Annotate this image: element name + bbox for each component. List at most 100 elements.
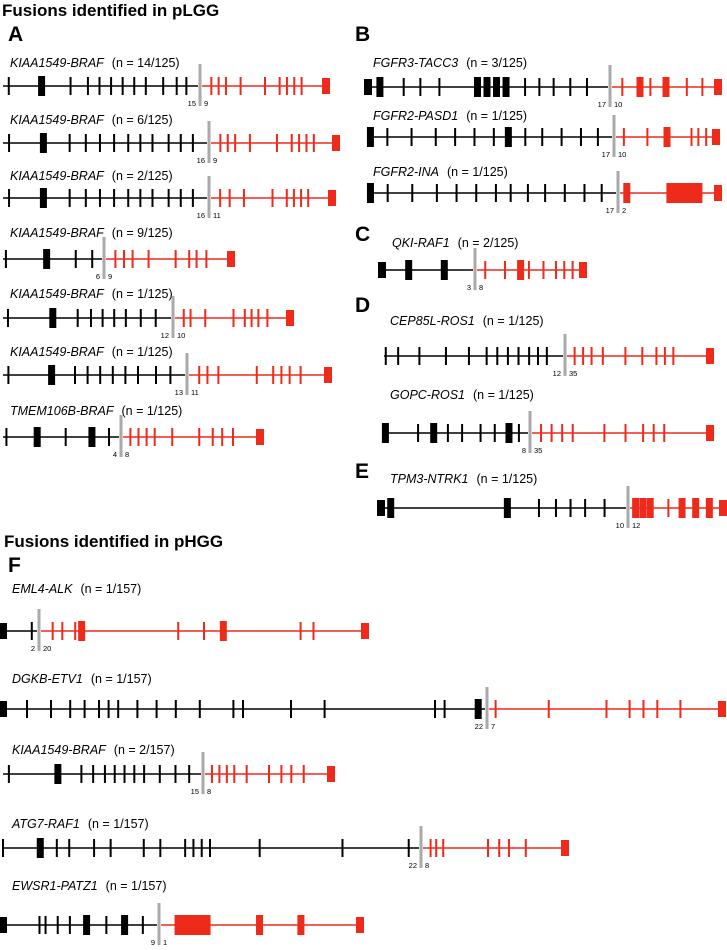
gene5-exon xyxy=(74,366,76,384)
breakpoint-exon-5prime: 17 xyxy=(606,206,614,215)
fusion-b2: FGFR2-PASD1 (n = 1/125) 17 10 xyxy=(366,109,720,159)
gene5-exon xyxy=(435,184,438,202)
gene3-wide-exon xyxy=(639,498,647,518)
gene5-exon xyxy=(162,77,165,95)
gene3-utr-exon xyxy=(332,135,340,151)
fusion-c1: QKI-RAF1 (n = 2/125) 3 8 xyxy=(378,236,587,292)
gene5-exon xyxy=(86,77,89,95)
gene3-exon xyxy=(299,366,302,384)
gene3-exon xyxy=(242,189,245,207)
gene5-exon xyxy=(44,916,47,934)
gene5-exon xyxy=(91,250,94,268)
gene3-exon xyxy=(542,261,545,279)
gene5-exon xyxy=(144,77,147,95)
gene3-exon xyxy=(312,134,315,152)
fusion-gene-names: CEP85L-ROS1 xyxy=(390,314,475,328)
breakpoint-bar xyxy=(185,353,189,395)
gene5-exon xyxy=(69,77,72,95)
gene5-exon xyxy=(397,347,400,365)
gene5-exon xyxy=(69,700,72,718)
gene3-exon xyxy=(137,428,140,446)
fusion-d2: GOPC-ROS1 (n = 1/125) 8 35 xyxy=(381,388,714,455)
breakpoint-exon-3prime: 10 xyxy=(618,150,626,159)
gene3-exon xyxy=(243,309,246,327)
gene5-exon xyxy=(98,77,101,95)
gene3-exon xyxy=(234,134,237,152)
gene3-exon xyxy=(221,428,224,446)
gene5-exon xyxy=(583,184,586,202)
gene5-exon xyxy=(386,128,389,146)
gene3-wide-exon xyxy=(663,127,671,147)
fusion-a5: KIAA1549-BRAF (n = 1/125) 12 10 xyxy=(3,287,294,340)
gene3-exon xyxy=(298,134,301,152)
gene3-exon xyxy=(663,347,666,365)
gene3-exon xyxy=(642,700,645,718)
gene5-exon xyxy=(192,839,195,857)
gene3-exon xyxy=(145,428,148,446)
fusion-gene-names: KIAA1549-BRAF xyxy=(10,287,105,301)
gene5-wide-exon xyxy=(474,699,482,719)
gene5-exon xyxy=(290,700,292,718)
gene3-wide-exon xyxy=(636,77,644,97)
breakpoint-exon-5prime: 22 xyxy=(409,861,417,870)
gene5-exon xyxy=(545,347,548,365)
gene5-exon xyxy=(492,128,495,146)
gene3-exon xyxy=(268,765,270,783)
gene3-exon xyxy=(524,839,527,857)
gene3-wide-exon xyxy=(705,498,713,518)
gene5-wide-exon xyxy=(43,249,51,269)
breakpoint-bar xyxy=(37,609,41,651)
gene5-exon xyxy=(528,347,531,365)
breakpoint-bar xyxy=(473,248,477,290)
gene3-exon xyxy=(550,424,553,442)
gene5-utr-exon xyxy=(377,500,385,516)
gene3-exon xyxy=(302,765,305,783)
gene3-exon xyxy=(305,134,308,152)
fusion-gene-names: TPM3-NTRK1 xyxy=(390,472,468,486)
gene3-exon xyxy=(299,622,302,640)
gene3-exon xyxy=(582,347,585,365)
gene3-wide-exon xyxy=(256,915,264,935)
gene3-exon xyxy=(540,424,543,442)
fusion-count: (n = 2/125) xyxy=(112,169,173,183)
gene5-wide-exon xyxy=(54,764,62,784)
gene5-exon xyxy=(569,78,572,96)
gene5-exon xyxy=(386,184,389,202)
gene5-wide-exon xyxy=(502,77,510,97)
gene3-exon xyxy=(571,424,574,442)
breakpoint-exon-5prime: 8 xyxy=(522,446,526,455)
fusion-gene-names: KIAA1549-BRAF xyxy=(10,226,105,240)
gene3-exon xyxy=(182,309,185,327)
gene3-exon xyxy=(195,250,198,268)
gene5-exon xyxy=(418,347,421,365)
fusion-gene-names: GOPC-ROS1 xyxy=(390,388,465,402)
gene5-exon xyxy=(242,700,244,718)
gene3-exon xyxy=(211,428,214,446)
gene5-exon xyxy=(142,839,145,857)
gene5-exon xyxy=(384,347,387,365)
gene5-exon xyxy=(99,366,102,384)
gene3-exon xyxy=(198,366,201,384)
gene3-utr-exon xyxy=(227,251,235,267)
breakpoint-bar xyxy=(171,296,175,338)
gene3-exon xyxy=(275,134,278,152)
breakpoint-exon-5prime: 13 xyxy=(175,388,183,397)
breakpoint-exon-5prime: 17 xyxy=(598,100,606,109)
gene5-exon xyxy=(56,916,59,934)
gene5-exon xyxy=(584,499,587,517)
gene5-wide-exon xyxy=(36,838,44,858)
gene5-exon xyxy=(600,184,603,202)
gene5-exon xyxy=(402,78,405,96)
gene5-exon xyxy=(167,189,170,207)
gene3-utr-exon xyxy=(719,500,727,516)
fusion-title: FGFR2-PASD1 (n = 1/125) xyxy=(373,109,527,123)
gene5-exon xyxy=(185,77,188,95)
gene5-wide-exon xyxy=(405,260,413,280)
gene3-utr-exon xyxy=(579,262,587,278)
gene5-exon xyxy=(133,765,136,783)
gene5-exon xyxy=(113,309,116,327)
gene3-exon xyxy=(210,77,213,95)
gene3-exon xyxy=(285,77,288,95)
fusion-count: (n = 1/125) xyxy=(122,404,183,418)
gene5-exon xyxy=(159,839,162,857)
